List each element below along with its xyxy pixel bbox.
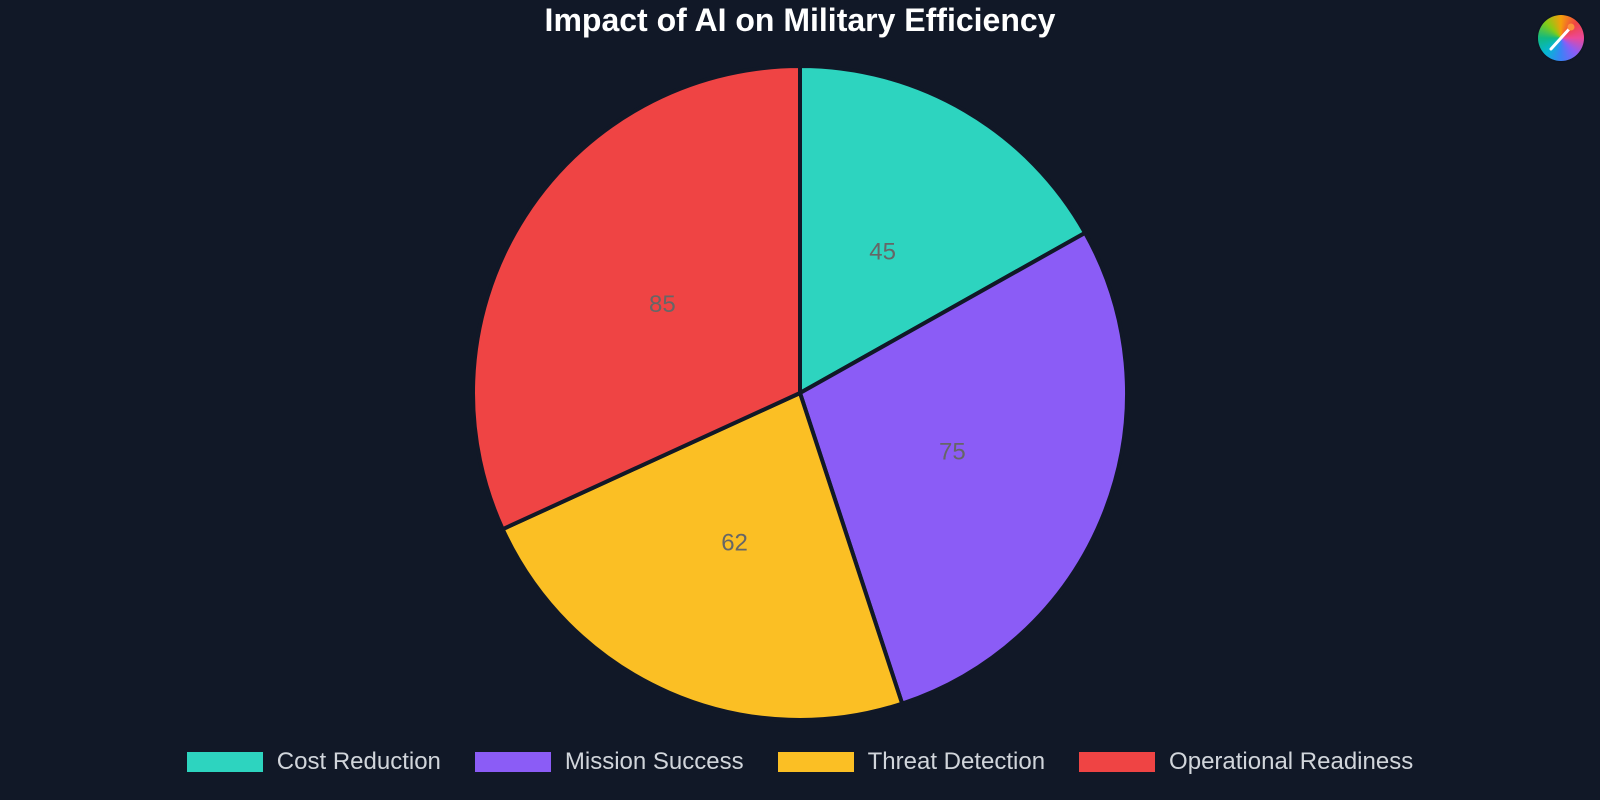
- legend-label: Threat Detection: [867, 748, 1046, 775]
- palette-brush-icon[interactable]: [1538, 15, 1584, 61]
- pie-slices: [471, 63, 1129, 722]
- chart-legend: Cost Reduction Mission Success Threat De…: [0, 748, 1600, 776]
- legend-swatch: [474, 752, 551, 772]
- legend-swatch: [186, 752, 263, 772]
- pie-slice-mission-success[interactable]: [797, 230, 1129, 707]
- legend-swatch: [777, 752, 854, 772]
- data-label-cost-reduction: 45: [869, 238, 896, 265]
- pie-data-labels: 45 75 62 85: [649, 238, 966, 556]
- data-label-threat-detection: 62: [721, 529, 748, 556]
- legend-item-cost-reduction[interactable]: Cost Reduction: [186, 748, 441, 776]
- brush-icon: [1549, 23, 1575, 51]
- legend-label: Mission Success: [564, 748, 744, 775]
- pie-slice-operational-readiness[interactable]: [471, 63, 802, 532]
- legend-label: Cost Reduction: [276, 748, 441, 775]
- pie-slice-cost-reduction[interactable]: [798, 63, 1088, 397]
- legend-label: Operational Readiness: [1169, 748, 1414, 775]
- legend-item-threat-detection[interactable]: Threat Detection: [777, 748, 1046, 776]
- pie-slice-threat-detection[interactable]: [500, 390, 905, 722]
- legend-swatch: [1079, 752, 1156, 772]
- legend-item-mission-success[interactable]: Mission Success: [474, 748, 744, 776]
- data-label-mission-success: 75: [939, 439, 966, 466]
- data-label-operational-readiness: 85: [649, 291, 676, 318]
- chart-title: Impact of AI on Military Efficiency: [544, 2, 1056, 38]
- legend-item-operational-readiness[interactable]: Operational Readiness: [1079, 748, 1413, 776]
